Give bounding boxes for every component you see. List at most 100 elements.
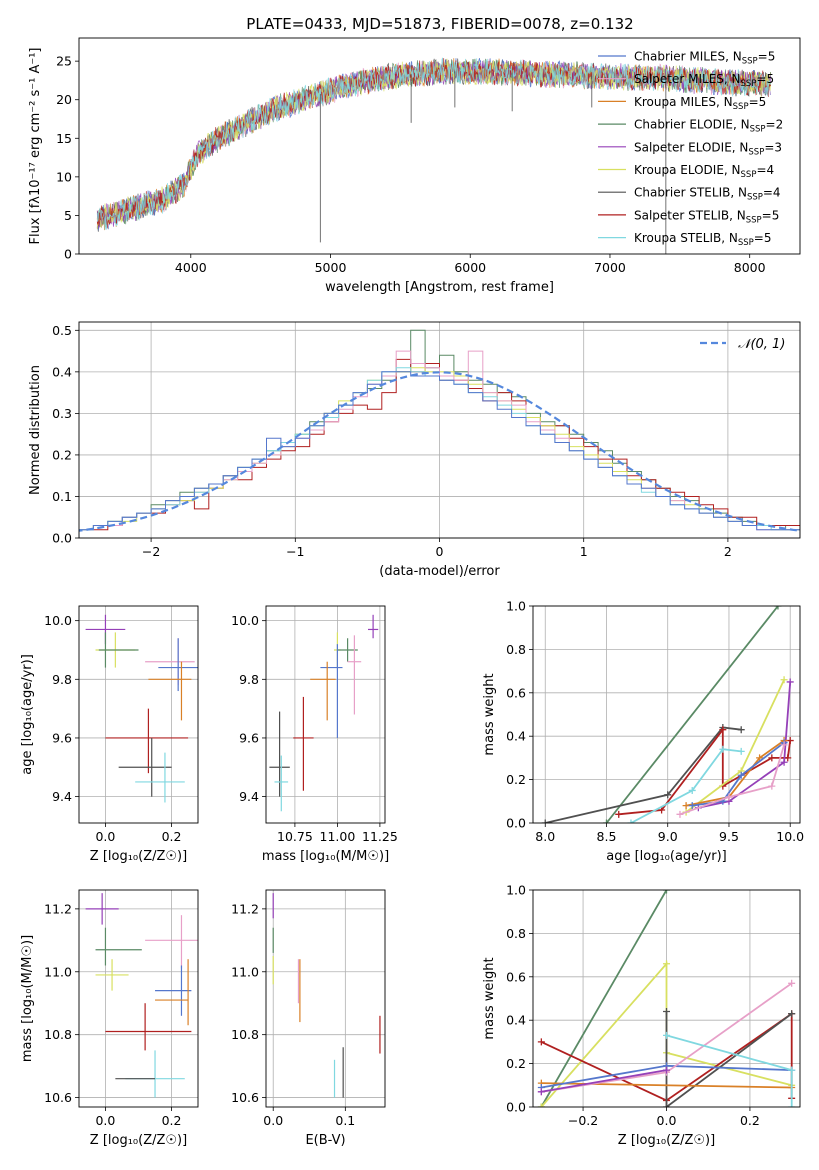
- spectrum-series: [96, 57, 772, 230]
- x-tick-label: −1: [286, 544, 304, 559]
- mass-weight-marker: [676, 810, 684, 818]
- y-tick-label: 10.6: [44, 1090, 72, 1105]
- x-axis-label: age [log₁₀(age/yr)]: [606, 849, 727, 864]
- y-tick-label: 10: [56, 169, 72, 184]
- y-tick-label: 15: [56, 131, 72, 146]
- y-axis-label: Normed distribution: [28, 365, 43, 495]
- y-tick-label: 0.6: [506, 685, 526, 700]
- x-axis-label: wavelength [Angstrom, rest frame]: [325, 280, 554, 295]
- legend-entry: Kroupa STELIB, NSSP=5: [634, 231, 772, 248]
- y-tick-label: 0.2: [506, 772, 526, 787]
- y-tick-label: 0.4: [506, 729, 526, 744]
- mass-weight-marker: [788, 979, 796, 987]
- x-axis-label: Z [log₁₀(Z/Z☉)]: [90, 1133, 187, 1148]
- plot-frame: [265, 889, 386, 1108]
- mass-weight-series: [540, 1011, 793, 1102]
- legend-entry: Chabrier MILES, NSSP=5: [634, 50, 775, 67]
- x-tick-label: 0: [436, 544, 444, 559]
- y-tick-label: 0.0: [506, 1100, 526, 1115]
- y-tick-label: 0.8: [506, 642, 526, 657]
- errorbar-point: [368, 614, 379, 639]
- plot-frame: [78, 889, 199, 1108]
- y-tick-label: 11.2: [231, 901, 259, 916]
- mass-weight-marker: [719, 745, 727, 753]
- y-axis-label: age [log₁₀(age/yr)]: [20, 654, 35, 775]
- y-axis-label: mass weight: [482, 673, 497, 755]
- errorbar-point: [145, 915, 198, 969]
- errorbar-point: [95, 959, 129, 991]
- histogram-series: [79, 371, 800, 538]
- y-tick-label: 11.2: [44, 901, 72, 916]
- legend-entry: Chabrier ELODIE, NSSP=2: [634, 118, 783, 135]
- errorbar-point: [158, 638, 198, 692]
- mass-weight-marker: [737, 726, 745, 734]
- errorbars: [85, 614, 198, 803]
- errorbar-point: [310, 661, 336, 721]
- mass-weight-marker: [627, 819, 635, 823]
- spectrum-title: PLATE=0433, MJD=51873, FIBERID=0078, z=0…: [246, 15, 633, 33]
- mass-weight-marker: [537, 1088, 545, 1096]
- x-tick-label: 7000: [594, 260, 626, 275]
- mass-weight-series: [630, 748, 742, 823]
- mass-weight-series: [541, 1069, 667, 1093]
- mass-weight-series: [666, 1034, 793, 1107]
- x-tick-label: 0.0: [263, 1113, 283, 1128]
- y-tick-label: 9.6: [239, 730, 259, 745]
- mass-weight-marker: [541, 819, 549, 823]
- mass-weight-series: [679, 744, 785, 816]
- mass-weight-marker: [663, 1031, 670, 1039]
- errorbar-point: [320, 644, 343, 738]
- mass-weight-series: [685, 739, 785, 807]
- spectrum-panel: PLATE=0433, MJD=51873, FIBERID=0078, z=0…: [28, 15, 801, 295]
- x-tick-label: 10.75: [277, 829, 313, 844]
- y-tick-label: 5: [64, 208, 72, 223]
- errorbar-point: [155, 965, 192, 1016]
- y-axis-label: mass [log₁₀(M/M☉)]: [20, 935, 35, 1062]
- x-axis-label: Z [log₁₀(Z/Z☉)]: [618, 1133, 715, 1148]
- mass-weight-series: [605, 606, 779, 823]
- y-tick-label: 0.2: [52, 447, 72, 462]
- errorbar-point: [105, 1003, 192, 1051]
- mass-weight-marker: [663, 1008, 670, 1016]
- mass-weight-marker: [688, 802, 696, 810]
- mass-weight-marker: [537, 1038, 545, 1046]
- x-tick-label: 0.0: [95, 829, 115, 844]
- errorbar-point: [105, 708, 189, 774]
- mass-weight-marker: [780, 741, 788, 749]
- x-tick-label: 11.25: [362, 829, 398, 844]
- y-tick-label: 1.0: [506, 883, 526, 898]
- x-axis-label: mass [log₁₀(M/M☉)]: [262, 849, 389, 864]
- errorbar-point: [347, 635, 362, 715]
- y-tick-label: 9.8: [239, 672, 259, 687]
- mass-weight-series: [665, 1011, 793, 1107]
- legend-entry: Salpeter STELIB, NSSP=5: [634, 208, 779, 225]
- age-vs-mass-panel: 10.75 11.00 11.25 9.4 9.6 9.8 10.0 mass [log₁₀(…: [231, 605, 398, 864]
- y-tick-label: 10.8: [231, 1027, 259, 1042]
- mass-weight-series: [544, 726, 742, 823]
- x-tick-label: 8000: [734, 260, 766, 275]
- errorbar-point: [274, 755, 289, 812]
- x-tick-label: 0.2: [162, 829, 182, 844]
- x-tick-label: 1: [580, 544, 588, 559]
- x-tick-label: 9.0: [658, 829, 678, 844]
- y-tick-label: 0.0: [52, 531, 72, 546]
- plot-frame: [78, 321, 801, 539]
- mass-weight-marker: [784, 754, 792, 762]
- mass-weight-marker: [737, 771, 745, 779]
- x-tick-label: −0.2: [568, 1113, 598, 1128]
- mass-weight-vs-age-panel: 8.0 8.5 9.0 9.5 10.0 0.0 0.2 0.4 0.6 0.8 1.0 age [l…: [482, 599, 804, 865]
- mass-weight-series: [540, 890, 668, 1107]
- y-tick-label: 20: [56, 92, 72, 107]
- mass-weight-marker: [737, 747, 745, 755]
- y-tick-label: 1.0: [506, 599, 526, 614]
- y-axis-label: Flux [fλ10⁻¹⁷ erg cm⁻² s⁻¹ A⁻¹]: [28, 48, 43, 245]
- spectrum-lines: [96, 57, 772, 254]
- mass-weight-marker: [663, 960, 670, 968]
- mass-vs-z-panel: 0.0 0.2 10.6 10.8 11.0 11.2 Z [log₁₀(Z/Z☉)] mas…: [20, 889, 199, 1148]
- y-tick-label: 0.1: [52, 489, 72, 504]
- mass-weight-marker: [774, 606, 782, 610]
- x-tick-label: 0.2: [162, 1113, 182, 1128]
- mass-weight-vs-z-panel: −0.2 0.0 0.2 0.0 0.2 0.4 0.6 0.8 1.0 Z [log₁₀(Z/Z…: [482, 883, 801, 1148]
- x-tick-label: 11.00: [320, 829, 356, 844]
- legend-entry: Kroupa MILES, NSSP=5: [634, 95, 766, 112]
